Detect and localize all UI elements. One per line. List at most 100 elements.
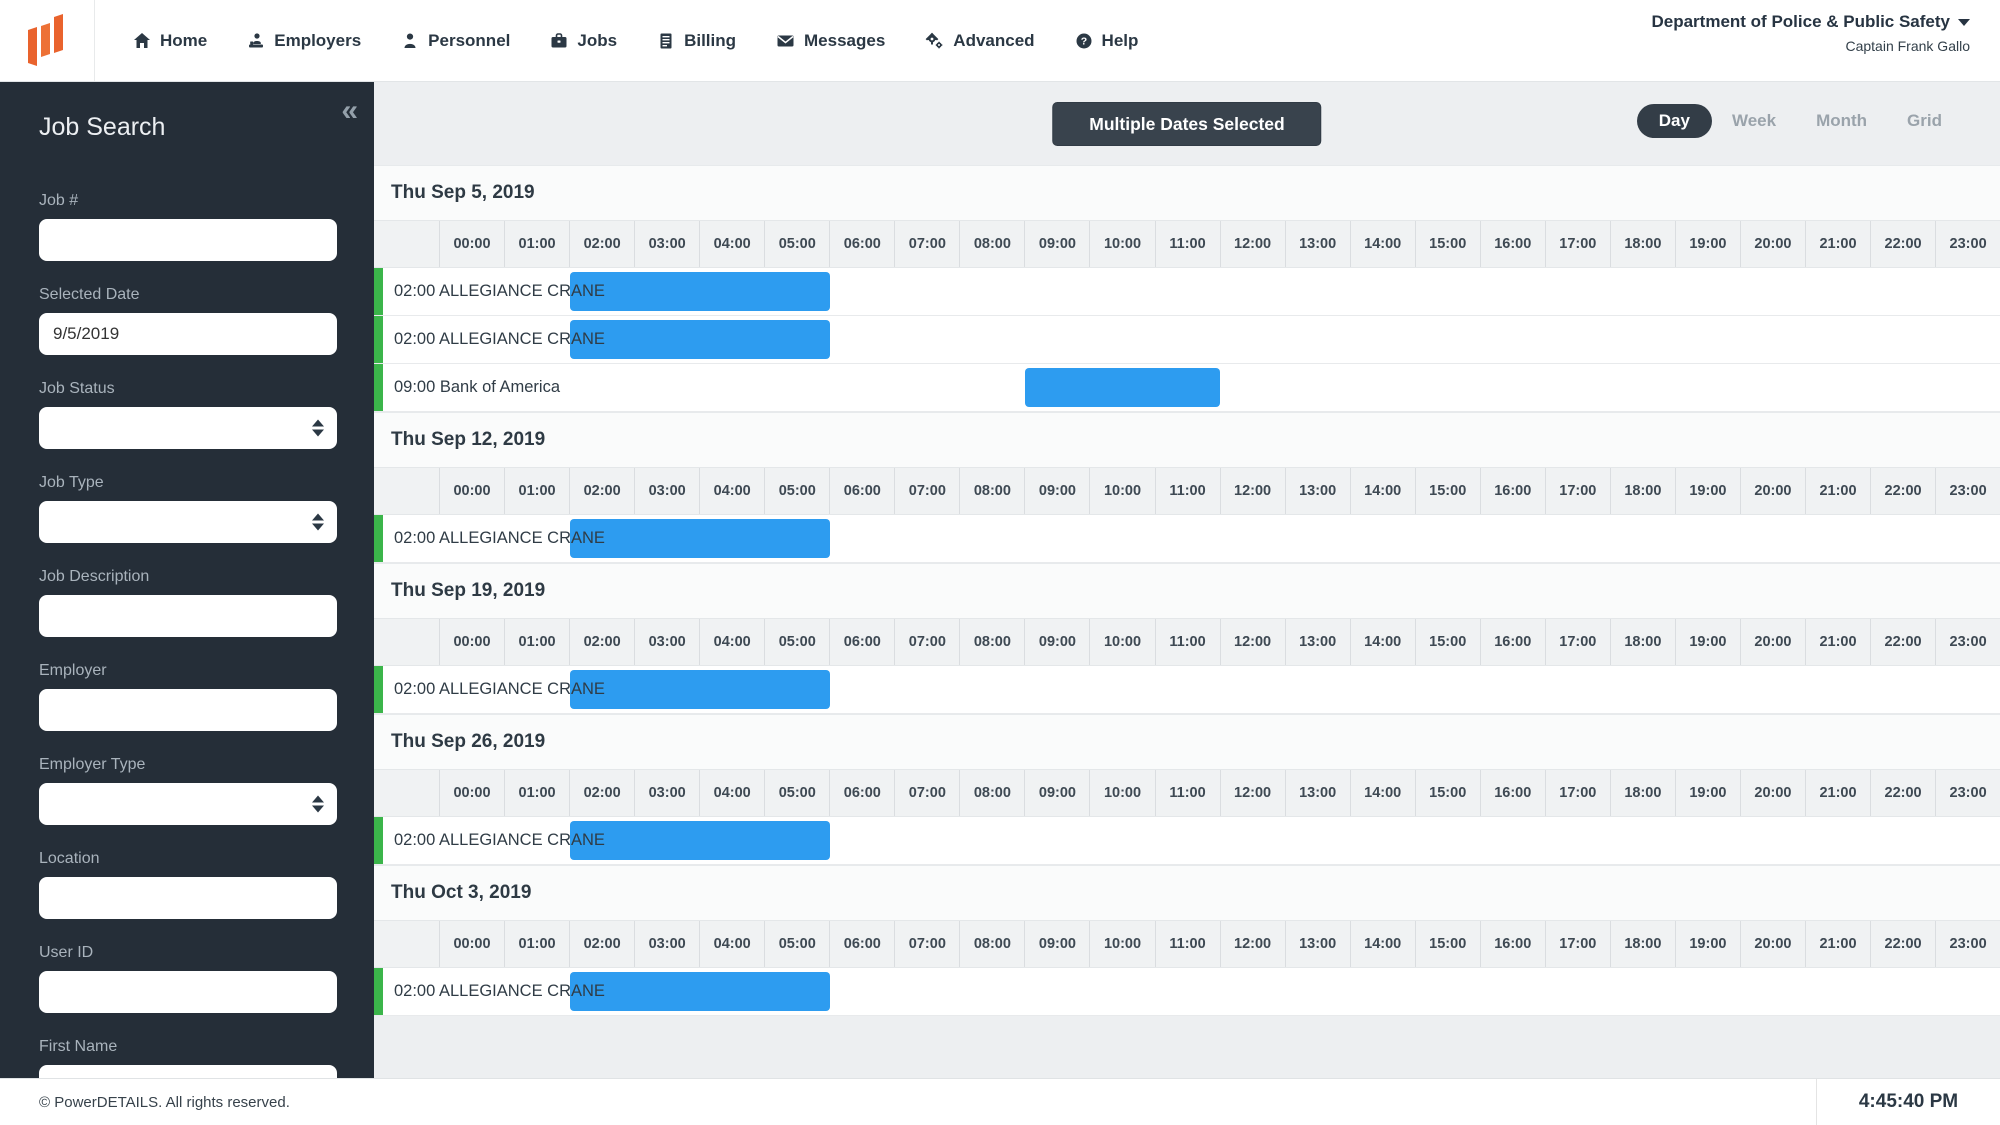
time-header-cell: 09:00 (1025, 921, 1091, 967)
time-header-cell: 15:00 (1416, 770, 1481, 816)
footer: © PowerDETAILS. All rights reserved. 4:4… (0, 1078, 2000, 1125)
view-tab-month[interactable]: Month (1816, 111, 1868, 130)
time-header-cell: 11:00 (1156, 619, 1221, 665)
employer-type-select[interactable] (39, 783, 337, 825)
time-header-cell: 17:00 (1546, 921, 1611, 967)
event-status-accent (374, 817, 383, 864)
event-row[interactable]: 02:00 ALLEGIANCE CRANE (374, 666, 2000, 714)
calendar-toolbar: Multiple Dates Selected Day Week Month Grid (374, 82, 2000, 165)
nav-item-home[interactable]: Home (133, 31, 207, 51)
event-row[interactable]: 02:00 ALLEGIANCE CRANE (374, 268, 2000, 316)
nav-item-jobs[interactable]: Jobs (550, 31, 617, 51)
event-time-bar[interactable] (570, 972, 830, 1011)
time-header-cell: 22:00 (1871, 221, 1937, 267)
app-logo[interactable] (0, 0, 95, 81)
time-header-cell: 06:00 (830, 619, 896, 665)
time-header-cell: 10:00 (1090, 770, 1156, 816)
event-time-bar[interactable] (570, 272, 830, 311)
clock: 4:45:40 PM (1816, 1079, 2000, 1125)
nav-item-label: Billing (684, 30, 737, 50)
svg-text:?: ? (1080, 35, 1086, 47)
time-header-cell: 06:00 (830, 468, 896, 514)
messages-icon (776, 32, 795, 50)
time-header-cell: 02:00 (570, 619, 636, 665)
time-header-cell: 12:00 (1221, 770, 1286, 816)
view-tab-grid[interactable]: Grid (1907, 111, 1942, 130)
job-type-select[interactable] (39, 501, 337, 543)
time-header-cell: 04:00 (700, 221, 766, 267)
selected-date-input[interactable] (39, 313, 337, 355)
field-label-selected-date: Selected Date (39, 286, 140, 303)
nav-item-label: Personnel (428, 30, 511, 50)
event-row[interactable]: 09:00 Bank of America (374, 364, 2000, 412)
event-row[interactable]: 02:00 ALLEGIANCE CRANE (374, 515, 2000, 563)
user-id-input[interactable] (39, 971, 337, 1013)
time-header-cell: 10:00 (1090, 619, 1156, 665)
view-tab-week[interactable]: Week (1731, 111, 1777, 130)
time-header-cell: 16:00 (1481, 619, 1546, 665)
job-status-select[interactable] (39, 407, 337, 449)
copyright-text: © PowerDETAILS. All rights reserved. (39, 1093, 290, 1111)
time-header-cell: 21:00 (1806, 619, 1872, 665)
time-header-cell: 03:00 (635, 921, 701, 967)
time-header-cell: 10:00 (1090, 468, 1156, 514)
account-org-name: Department of Police & Public Safety (1651, 12, 1950, 31)
calendar-sections: Thu Sep 5, 2019 00:00 01:00 02:00 03:00 04:0… (374, 165, 2000, 1016)
time-header-cell: 00:00 (440, 221, 506, 267)
event-time-bar[interactable] (1025, 368, 1220, 407)
time-header-cell: 19:00 (1676, 221, 1741, 267)
event-time-bar[interactable] (570, 821, 830, 860)
time-header-cell: 05:00 (765, 619, 831, 665)
time-header-cell: 23:00 (1949, 634, 1987, 650)
time-header-cell: 14:00 (1351, 468, 1416, 514)
time-header-cell: 07:00 (895, 221, 961, 267)
time-header-cell: 19:00 (1676, 468, 1741, 514)
nav-item-employers[interactable]: Employers (247, 31, 361, 51)
nav-item-personnel[interactable]: Personnel (401, 31, 510, 51)
time-header-cell: 10:00 (1090, 221, 1156, 267)
time-header-cell: 06:00 (830, 221, 896, 267)
sidebar-collapse-icon[interactable]: « (341, 94, 358, 127)
time-header-cell: 03:00 (635, 221, 701, 267)
section-date-heading: Thu Sep 26, 2019 (374, 714, 2000, 770)
jobs-icon (550, 32, 568, 50)
time-header-cell: 15:00 (1416, 221, 1481, 267)
nav-item-help[interactable]: ? Help (1075, 31, 1138, 51)
time-header-spacer (374, 619, 440, 665)
time-header-cell: 16:00 (1481, 468, 1546, 514)
multiple-dates-selected-button[interactable]: Multiple Dates Selected (1052, 102, 1322, 146)
field-label-employer-type: Employer Type (39, 756, 146, 773)
event-time-bar[interactable] (570, 670, 830, 709)
nav-item-billing[interactable]: Billing (657, 31, 736, 51)
first-name-input[interactable] (39, 1065, 337, 1078)
time-header-cell: 16:00 (1481, 770, 1546, 816)
time-header-cell: 04:00 (700, 770, 766, 816)
time-header-cell: 08:00 (960, 468, 1026, 514)
nav-item-label: Advanced (953, 30, 1035, 50)
event-time-bar[interactable] (570, 519, 830, 558)
account-menu[interactable]: Department of Police & Public Safety Cap… (1651, 12, 1970, 54)
field-label-employer: Employer (39, 662, 107, 679)
view-tab-day[interactable]: Day (1636, 104, 1712, 138)
time-header-cell: 23:00 (1949, 483, 1987, 499)
job-description-input[interactable] (39, 595, 337, 637)
event-status-accent (374, 515, 383, 562)
time-header-row: 00:00 01:00 02:00 03:00 04:00 05:00 06:00 07:00… (374, 619, 2000, 666)
nav-item-advanced[interactable]: Advanced (925, 30, 1035, 51)
event-row[interactable]: 02:00 ALLEGIANCE CRANE (374, 316, 2000, 364)
time-header-cell: 21:00 (1806, 221, 1872, 267)
time-header-cell: 08:00 (960, 619, 1026, 665)
employer-input[interactable] (39, 689, 337, 731)
location-input[interactable] (39, 877, 337, 919)
job-input[interactable] (39, 219, 337, 261)
calendar-section: Thu Oct 3, 2019 00:00 01:00 02:00 03:00 04:0… (374, 865, 2000, 1016)
time-header-cell: 15:00 (1416, 619, 1481, 665)
field-label-job-status: Job Status (39, 380, 115, 397)
nav-item-messages[interactable]: Messages (776, 31, 885, 51)
time-header-cell: 20:00 (1741, 619, 1806, 665)
event-label: 02:00 ALLEGIANCE CRANE (394, 982, 605, 1000)
event-row[interactable]: 02:00 ALLEGIANCE CRANE (374, 968, 2000, 1016)
time-header-cell: 01:00 (505, 921, 571, 967)
event-row[interactable]: 02:00 ALLEGIANCE CRANE (374, 817, 2000, 865)
event-time-bar[interactable] (570, 320, 830, 359)
